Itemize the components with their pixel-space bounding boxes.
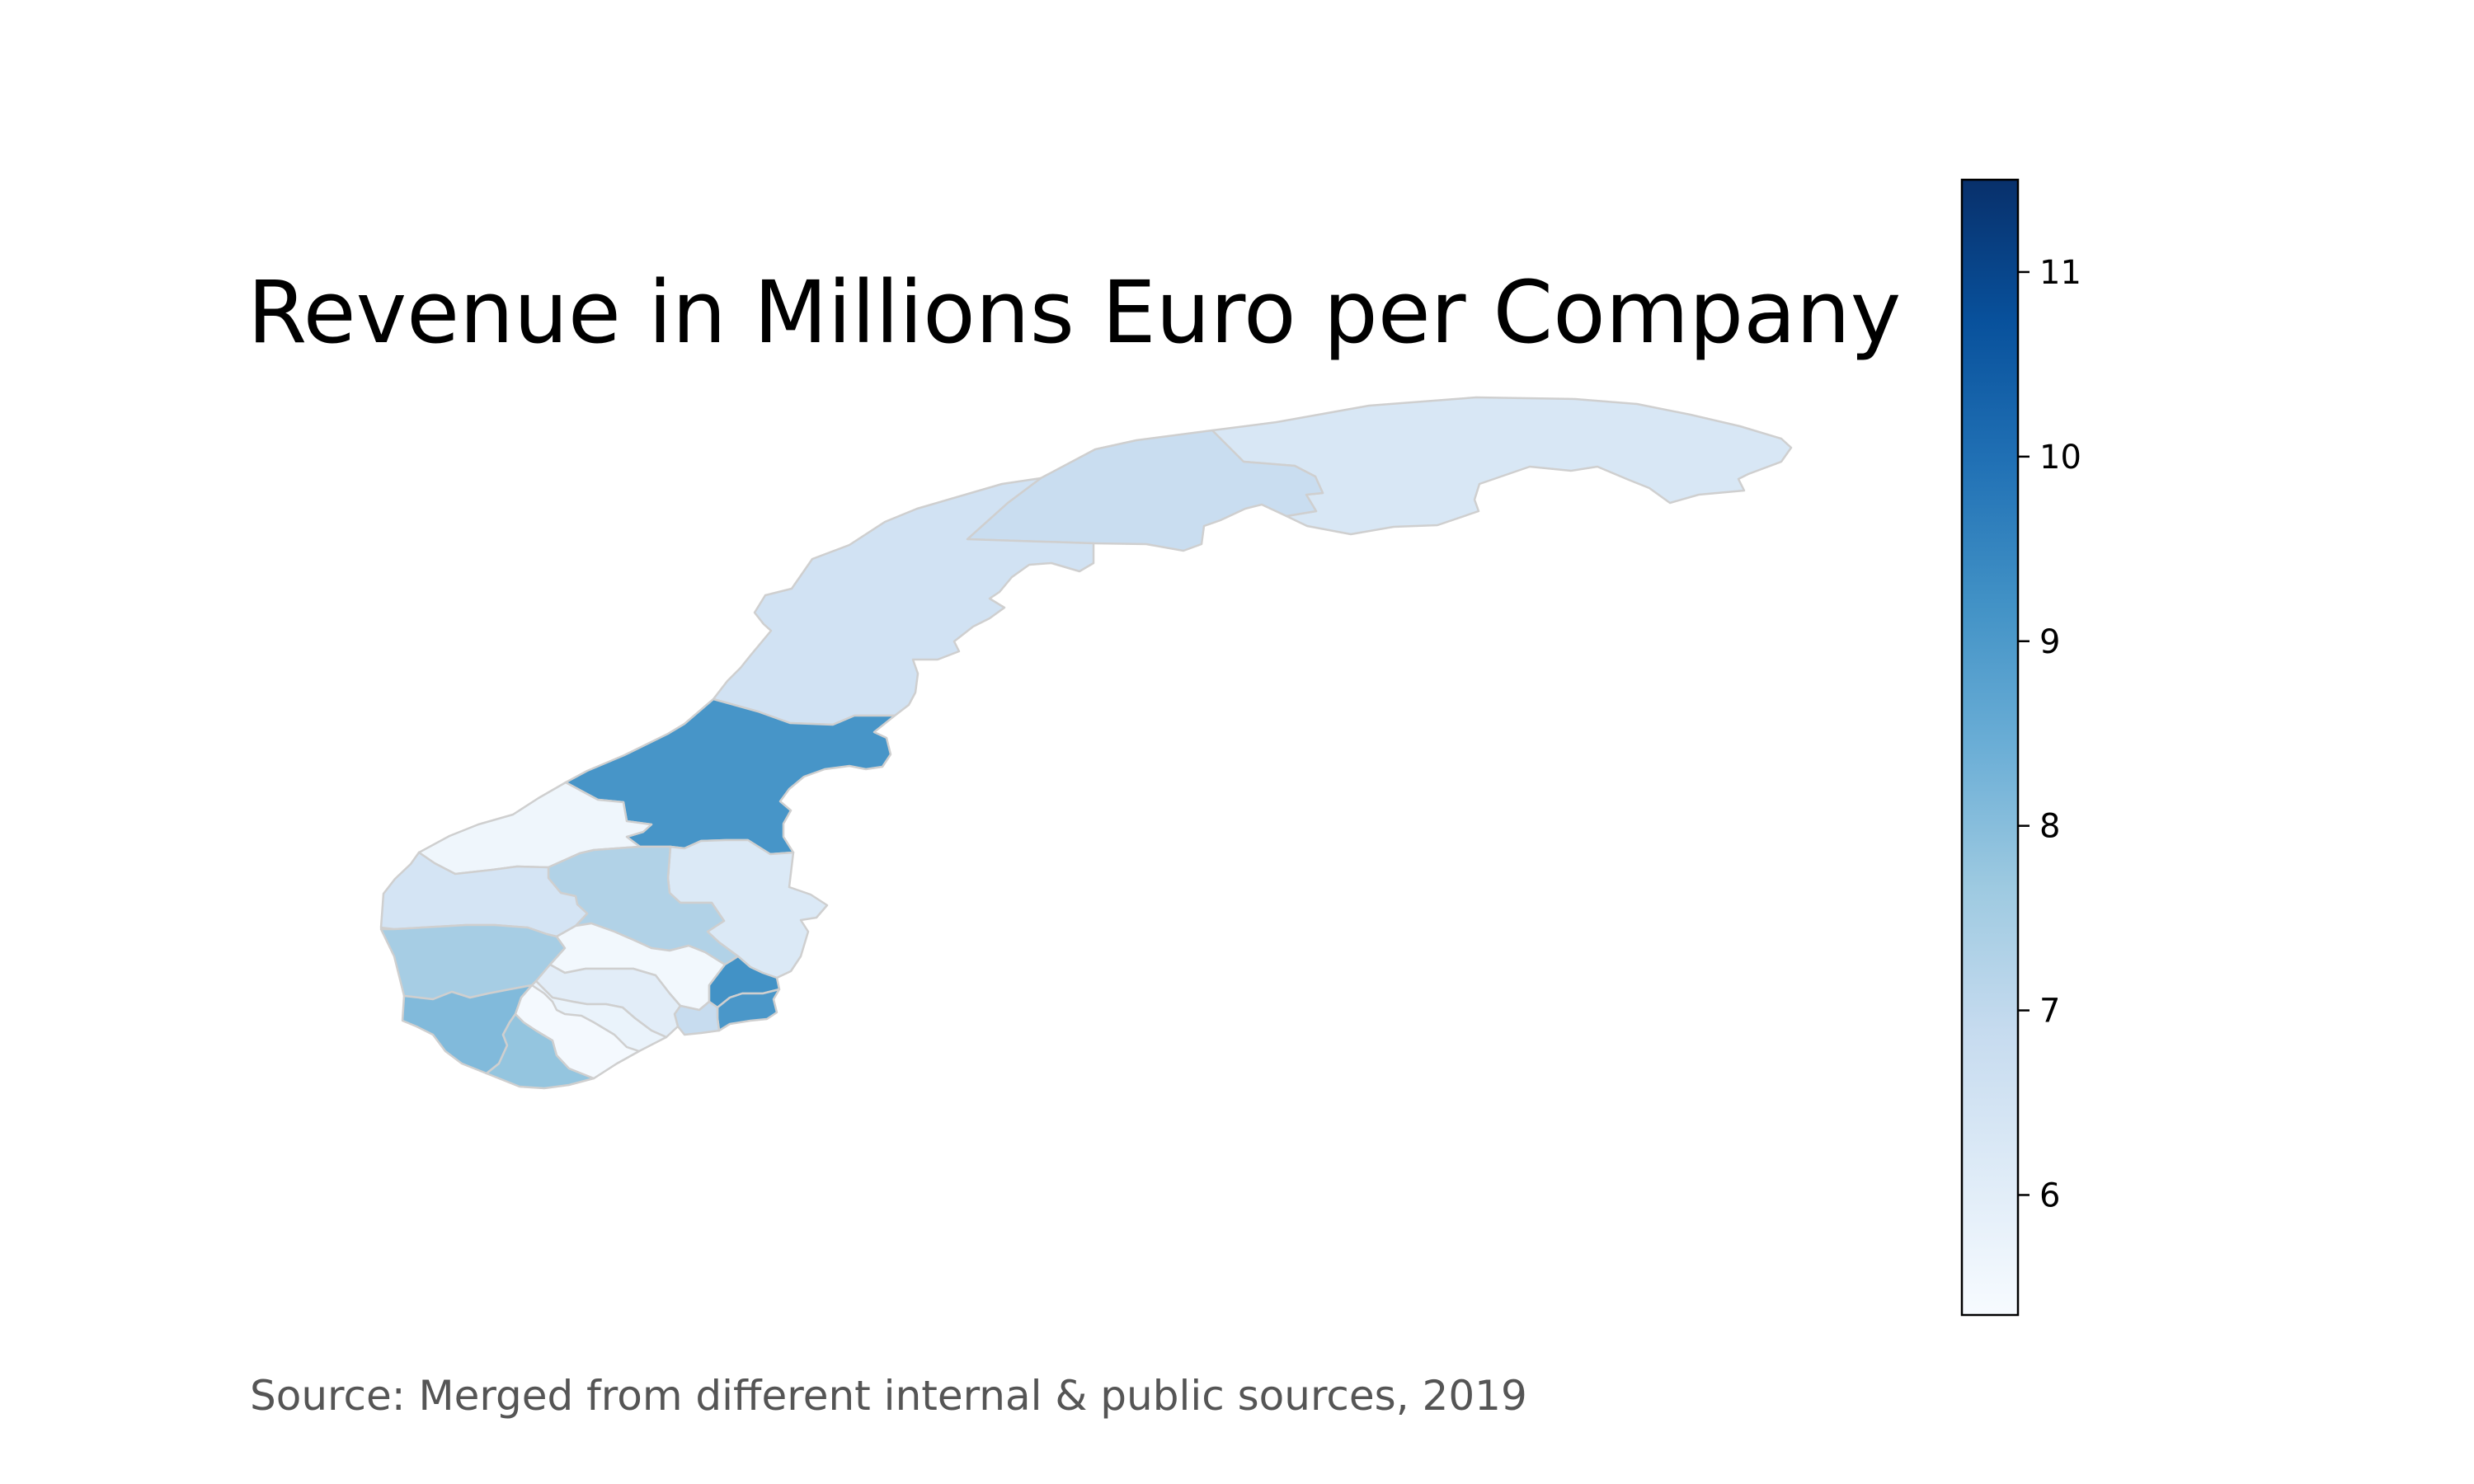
chart-title: Revenue in Millions Euro per Company — [247, 262, 1901, 363]
colorbar: 6 7 8 9 10 11 — [1960, 178, 2081, 1317]
source-note: Source: Merged from different internal &… — [250, 1372, 1527, 1420]
colorbar-gradient — [1962, 180, 2018, 1315]
norway-map — [379, 396, 1793, 1090]
region-aust-agder — [514, 984, 641, 1080]
colorbar-frame — [1960, 178, 2020, 1317]
region-troms — [966, 429, 1324, 552]
region-nordland — [712, 477, 1095, 726]
colorbar-tick-label: 11 — [2039, 254, 2081, 292]
colorbar-tick-label: 7 — [2039, 993, 2060, 1031]
colorbar-tick-label: 9 — [2039, 623, 2060, 661]
colorbar-tick-label: 6 — [2039, 1176, 2060, 1214]
colorbar-ticks: 6 7 8 9 10 11 — [2018, 254, 2081, 1214]
colorbar-tick-label: 8 — [2039, 808, 2060, 846]
colorbar-tick-label: 10 — [2039, 439, 2081, 477]
